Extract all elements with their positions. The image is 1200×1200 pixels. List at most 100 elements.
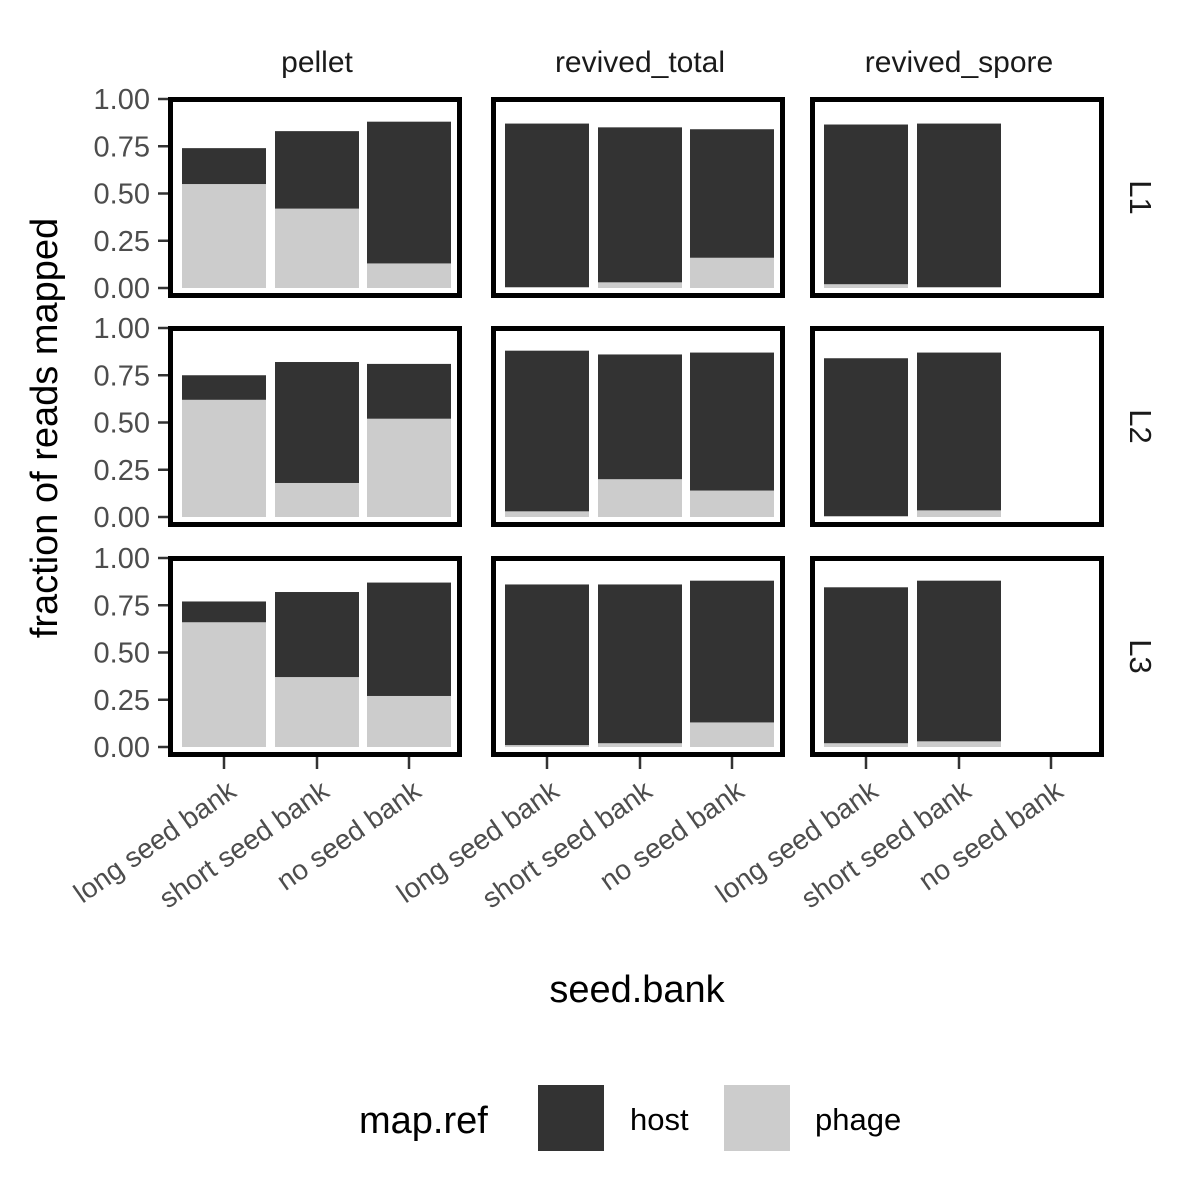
bar-phage-2	[917, 741, 1001, 747]
bar-host-1	[505, 584, 589, 746]
bar-phage-3	[367, 263, 451, 288]
bar-host-2	[598, 354, 682, 480]
x-axis-title: seed.bank	[549, 969, 725, 1011]
bar-phage-1	[824, 516, 908, 517]
col-strip-revived_total: revived_total	[555, 46, 725, 79]
bar-host-3	[690, 129, 774, 258]
bar-host-1	[182, 601, 266, 623]
y-tick-label: 0.50	[94, 179, 150, 211]
y-tick-label: 0.50	[94, 638, 150, 670]
panel-L3-revived_total	[491, 556, 785, 757]
bar-host-1	[182, 375, 266, 400]
bar-host-1	[824, 358, 908, 517]
row-strip-L1: L1	[1123, 180, 1158, 214]
panel-border	[810, 97, 1104, 298]
panel-border	[491, 556, 785, 757]
y-axis-L3: 0.00 0.25 0.50 0.75 1.00	[94, 543, 168, 764]
y-tick-label: 0.75	[94, 131, 150, 163]
bar-phage-1	[824, 284, 908, 288]
bar-host-2	[598, 127, 682, 283]
col-strip-revived_spore: revived_spore	[865, 46, 1053, 79]
y-tick-label: 0.25	[94, 685, 150, 717]
legend-label-phage: phage	[815, 1102, 901, 1137]
bar-host-2	[917, 123, 1001, 288]
panels-layer	[168, 97, 1104, 757]
y-tick-label: 0.00	[94, 732, 150, 764]
bar-host-2	[275, 592, 359, 678]
y-axis-L2: 0.00 0.25 0.50 0.75 1.00	[94, 313, 168, 534]
panel-border	[810, 326, 1104, 527]
bar-phage-2	[275, 677, 359, 747]
bar-host-2	[598, 584, 682, 744]
bar-host-1	[824, 587, 908, 744]
bar-host-3	[367, 121, 451, 264]
y-tick-label: 1.00	[94, 84, 150, 116]
bar-host-1	[505, 350, 589, 512]
y-tick-label: 0.25	[94, 226, 150, 258]
bar-phage-1	[505, 745, 589, 747]
y-axis-L1: 0.00 0.25 0.50 0.75 1.00	[94, 84, 168, 305]
bar-phage-2	[275, 482, 359, 517]
panel-L3-pellet	[168, 556, 462, 757]
bar-phage-3	[367, 418, 451, 517]
bar-host-2	[917, 352, 1001, 511]
bar-phage-2	[917, 510, 1001, 517]
bar-host-3	[690, 580, 774, 723]
legend-title: map.ref	[359, 1100, 488, 1142]
y-tick-label: 0.75	[94, 360, 150, 392]
legend: map.ref host phage	[359, 1085, 901, 1151]
y-tick-label: 0.00	[94, 502, 150, 534]
bar-host-3	[367, 363, 451, 419]
panel-border	[491, 326, 785, 527]
y-axis: 0.00 0.25 0.50 0.75 1.00 0.00 0.25 0.50 0.75 1.00…	[94, 84, 168, 764]
panel-L3-revived_spore	[810, 556, 1104, 757]
bar-host-1	[824, 124, 908, 285]
bar-host-2	[275, 362, 359, 483]
col-strip-pellet: pellet	[281, 46, 353, 79]
y-tick-label: 1.00	[94, 313, 150, 345]
bar-host-3	[690, 352, 774, 491]
bar-host-1	[182, 148, 266, 185]
bar-phage-1	[182, 399, 266, 517]
y-tick-label: 0.00	[94, 273, 150, 305]
y-tick-label: 0.25	[94, 455, 150, 487]
bar-phage-2	[598, 743, 682, 747]
bar-phage-1	[505, 287, 589, 288]
facet-strips: pellet revived_total revived_spore L1 L2 L3	[281, 46, 1158, 674]
panel-L2-revived_total	[491, 326, 785, 527]
panel-L1-pellet	[168, 97, 462, 298]
panel-L2-pellet	[168, 326, 462, 527]
panel-border	[168, 326, 462, 527]
panel-L1-revived_total	[491, 97, 785, 298]
panel-L1-revived_spore	[810, 97, 1104, 298]
panel-L2-revived_spore	[810, 326, 1104, 527]
bar-phage-1	[182, 622, 266, 747]
panel-border	[168, 97, 462, 298]
legend-key-phage	[724, 1085, 790, 1151]
bar-phage-1	[505, 511, 589, 517]
panel-border	[168, 556, 462, 757]
row-strip-L2: L2	[1123, 409, 1158, 443]
bar-phage-3	[367, 695, 451, 747]
panel-border	[810, 556, 1104, 757]
legend-key-host	[538, 1085, 604, 1151]
y-axis-title: fraction of reads mapped	[24, 218, 66, 638]
y-tick-label: 1.00	[94, 543, 150, 575]
bar-phage-3	[690, 722, 774, 747]
bar-phage-2	[917, 287, 1001, 288]
bar-phage-2	[275, 208, 359, 288]
bar-host-2	[275, 131, 359, 209]
panel-border	[491, 97, 785, 298]
bar-phage-1	[824, 743, 908, 747]
bar-phage-2	[598, 479, 682, 517]
bar-host-1	[505, 123, 589, 288]
bar-phage-3	[690, 490, 774, 517]
legend-label-host: host	[630, 1102, 689, 1137]
y-tick-label: 0.75	[94, 590, 150, 622]
bar-phage-1	[182, 184, 266, 288]
